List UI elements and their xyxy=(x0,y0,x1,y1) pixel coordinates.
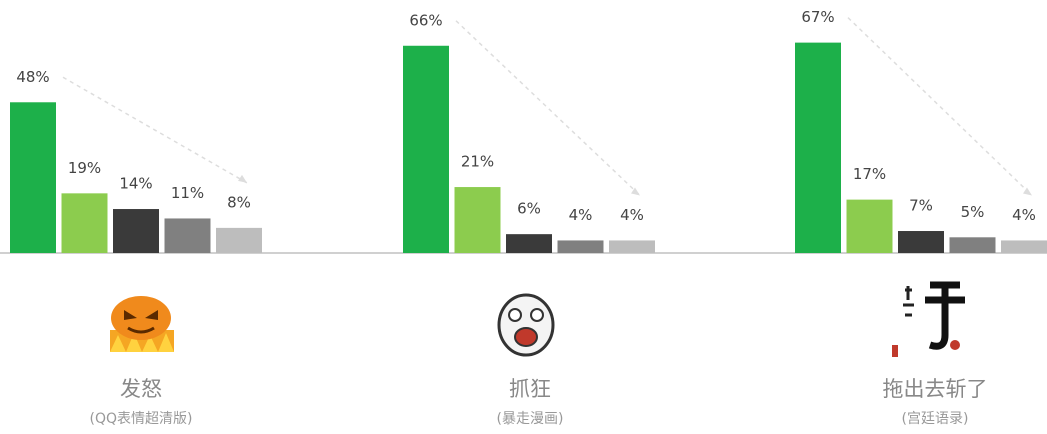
value-label: 19% xyxy=(68,159,101,177)
chart-subtitle: (暴走漫画) xyxy=(497,411,564,427)
bar xyxy=(454,187,501,253)
bar xyxy=(113,209,159,253)
bar xyxy=(403,45,449,254)
bar xyxy=(61,193,108,253)
chart-title: 抓狂 xyxy=(509,377,551,401)
value-label: 67% xyxy=(801,8,834,26)
bar xyxy=(557,240,604,253)
bar xyxy=(164,218,211,253)
bar xyxy=(216,227,262,253)
value-label: 7% xyxy=(909,197,933,215)
bar xyxy=(1001,240,1047,253)
value-label: 11% xyxy=(171,184,204,202)
trend-arrow-head xyxy=(631,187,640,196)
chart-title: 发怒 xyxy=(120,377,162,401)
bar xyxy=(949,237,996,253)
value-label: 5% xyxy=(961,203,985,221)
value-label: 6% xyxy=(517,200,541,218)
value-label: 14% xyxy=(119,175,152,193)
trend-arrow xyxy=(847,17,1033,196)
bar xyxy=(609,240,655,253)
trend-arrow xyxy=(62,76,248,184)
value-label: 8% xyxy=(227,193,251,211)
value-label: 4% xyxy=(620,206,644,224)
icon-rage xyxy=(497,293,555,357)
value-label: 48% xyxy=(16,68,49,86)
chart-title: 拖出去斩了 xyxy=(883,377,988,401)
trend-arrow-head xyxy=(238,174,247,183)
value-label: 4% xyxy=(1012,206,1036,224)
icon-calligraphy xyxy=(892,281,965,357)
icon-angry xyxy=(110,296,174,352)
bar xyxy=(898,231,944,253)
bar xyxy=(506,234,552,253)
bar xyxy=(10,102,56,253)
trend-arrow-head xyxy=(1023,187,1032,196)
value-label: 21% xyxy=(461,153,494,171)
bar xyxy=(846,199,893,253)
chart-subtitle: (宫廷语录) xyxy=(902,411,969,427)
bar xyxy=(795,42,841,254)
trend-arrow xyxy=(455,20,641,196)
chart-subtitle: (QQ表情超清版) xyxy=(90,411,193,427)
value-label: 17% xyxy=(853,165,886,183)
value-label: 66% xyxy=(409,11,442,29)
value-label: 4% xyxy=(569,206,593,224)
